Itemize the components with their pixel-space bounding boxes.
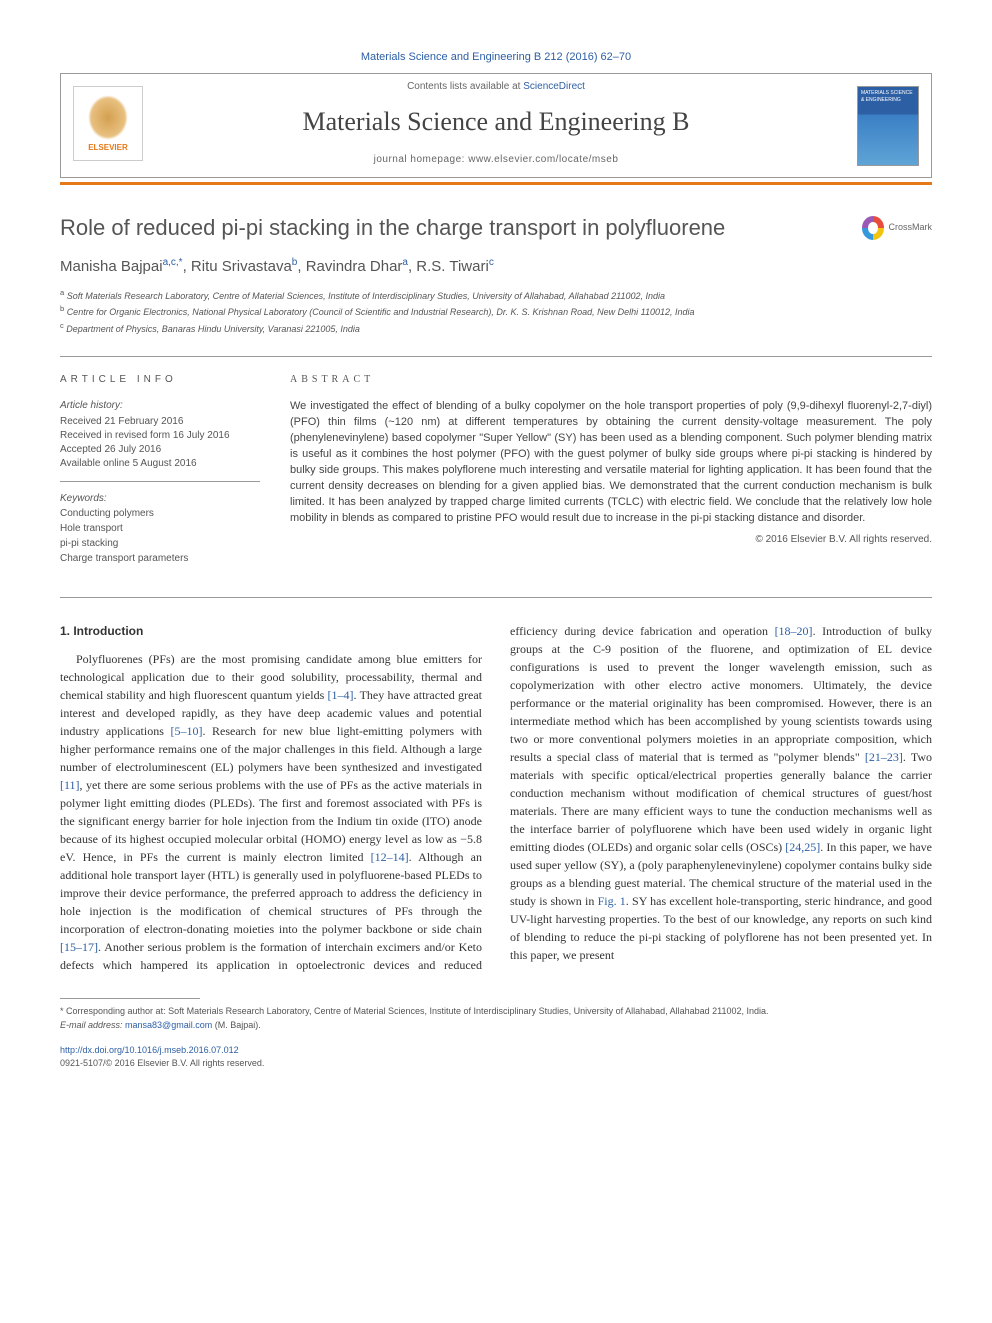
affiliation-a: Soft Materials Research Laboratory, Cent… xyxy=(67,291,665,301)
author-1-marks: a,c,* xyxy=(163,257,183,268)
ref-link[interactable]: [12–14] xyxy=(371,850,409,864)
email-suffix: (M. Bajpai). xyxy=(212,1020,261,1030)
issn-copyright: 0921-5107/© 2016 Elsevier B.V. All right… xyxy=(60,1057,932,1070)
ref-link[interactable]: [21–23] xyxy=(865,750,903,764)
doi-block: http://dx.doi.org/10.1016/j.mseb.2016.07… xyxy=(60,1044,932,1069)
keyword: pi-pi stacking xyxy=(60,537,260,551)
elsevier-logo: ELSEVIER xyxy=(73,86,143,161)
email-link[interactable]: mansa83@gmail.com xyxy=(125,1020,212,1030)
author-3[interactable]: , Ravindra Dhar xyxy=(297,258,402,275)
author-1[interactable]: Manisha Bajpai xyxy=(60,258,163,275)
article-info-column: ARTICLE INFO Article history: Received 2… xyxy=(60,373,260,567)
abstract-text: We investigated the effect of blending o… xyxy=(290,399,932,527)
corresponding-author: * Corresponding author at: Soft Material… xyxy=(60,1005,932,1019)
crossmark-badge[interactable]: CrossMark xyxy=(862,213,932,243)
footnotes: * Corresponding author at: Soft Material… xyxy=(60,1005,932,1032)
ref-link[interactable]: [5–10] xyxy=(170,724,202,738)
sciencedirect-link[interactable]: ScienceDirect xyxy=(523,81,585,92)
journal-cover-thumb: MATERIALS SCIENCE & ENGINEERING xyxy=(857,86,919,166)
abstract-column: ABSTRACT We investigated the effect of b… xyxy=(290,373,932,567)
affiliation-c: Department of Physics, Banaras Hindu Uni… xyxy=(66,324,360,334)
section-divider xyxy=(60,597,932,598)
journal-header: ELSEVIER MATERIALS SCIENCE & ENGINEERING… xyxy=(60,73,932,177)
accepted-date: Accepted 26 July 2016 xyxy=(60,443,260,457)
text-run: . Two materials with specific optical/el… xyxy=(510,750,932,854)
author-4[interactable]: , R.S. Tiwari xyxy=(408,258,489,275)
elsevier-tree-icon xyxy=(88,95,128,140)
intro-paragraph: Polyfluorenes (PFs) are the most promisi… xyxy=(60,622,932,974)
ref-link[interactable]: [24,25] xyxy=(785,840,820,854)
affiliations: a Soft Materials Research Laboratory, Ce… xyxy=(60,287,932,337)
text-run: . Introduction of bulky groups at the C-… xyxy=(510,624,932,764)
received-date: Received 21 February 2016 xyxy=(60,415,260,429)
authors: Manisha Bajpaia,c,*, Ritu Srivastavab, R… xyxy=(60,256,932,277)
crossmark-label: CrossMark xyxy=(888,221,932,234)
ref-link[interactable]: [18–20] xyxy=(775,624,813,638)
orange-divider xyxy=(60,182,932,185)
doi-link[interactable]: http://dx.doi.org/10.1016/j.mseb.2016.07… xyxy=(60,1045,239,1055)
homepage-prefix: journal homepage: xyxy=(374,154,469,165)
keywords-label: Keywords: xyxy=(60,492,260,506)
keyword: Hole transport xyxy=(60,522,260,536)
ref-link[interactable]: [1–4] xyxy=(328,688,354,702)
abstract-header: ABSTRACT xyxy=(290,373,932,387)
ref-link[interactable]: [15–17] xyxy=(60,940,98,954)
keyword: Charge transport parameters xyxy=(60,552,260,566)
history-label: Article history: xyxy=(60,399,260,413)
author-4-marks: c xyxy=(489,257,494,268)
abstract-copyright: © 2016 Elsevier B.V. All rights reserved… xyxy=(290,533,932,547)
article-info-header: ARTICLE INFO xyxy=(60,373,260,387)
article-title: Role of reduced pi-pi stacking in the ch… xyxy=(60,213,932,244)
ref-link[interactable]: [11] xyxy=(60,778,80,792)
crossmark-icon xyxy=(862,216,884,240)
keyword: Conducting polymers xyxy=(60,507,260,521)
affiliation-b: Centre for Organic Electronics, National… xyxy=(67,307,695,317)
ref-link[interactable]: Fig. 1 xyxy=(598,894,626,908)
online-date: Available online 5 August 2016 xyxy=(60,457,260,471)
homepage-line: journal homepage: www.elsevier.com/locat… xyxy=(61,149,931,177)
email-label: E-mail address: xyxy=(60,1020,125,1030)
elsevier-brand: ELSEVIER xyxy=(88,142,128,153)
keywords-block: Keywords: Conducting polymers Hole trans… xyxy=(60,492,260,566)
homepage-url[interactable]: www.elsevier.com/locate/mseb xyxy=(468,154,618,165)
cover-title: MATERIALS SCIENCE & ENGINEERING xyxy=(861,90,913,103)
article-history: Article history: Received 21 February 20… xyxy=(60,399,260,482)
body-text: 1. Introduction Polyfluorenes (PFs) are … xyxy=(60,622,932,974)
lists-prefix: Contents lists available at xyxy=(407,81,523,92)
footnote-divider xyxy=(60,998,200,999)
author-2[interactable]: , Ritu Srivastava xyxy=(183,258,292,275)
citation-line: Materials Science and Engineering B 212 … xyxy=(60,50,932,65)
intro-heading: 1. Introduction xyxy=(60,622,482,640)
revised-date: Received in revised form 16 July 2016 xyxy=(60,429,260,443)
journal-title: Materials Science and Engineering B xyxy=(61,96,931,148)
lists-available: Contents lists available at ScienceDirec… xyxy=(61,74,931,96)
